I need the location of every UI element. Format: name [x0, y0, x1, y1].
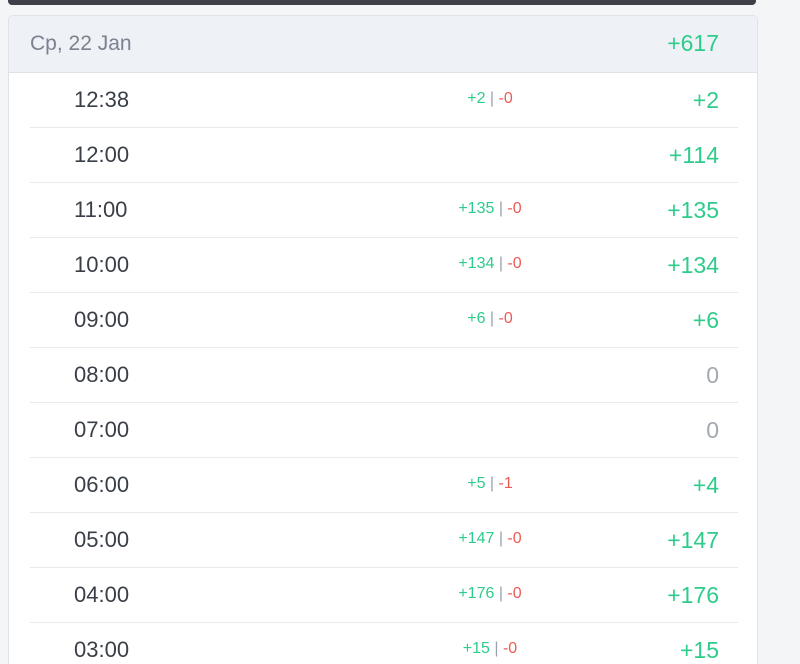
split-separator: | [494, 200, 508, 217]
hour-time: 12:38 [74, 87, 130, 112]
hour-row: 03:00 +15 | -0 +15 [30, 623, 738, 664]
hour-time: 09:00 [74, 307, 130, 332]
joined-count: +6 [467, 310, 486, 327]
hour-row: 07:00 0 [30, 403, 738, 458]
hour-net: +135 [667, 197, 719, 223]
hour-row: 09:00 +6 | -0 +6 [30, 293, 738, 348]
hour-row: 08:00 0 [30, 348, 738, 403]
hour-row: 10:00 +134 | -0 +134 [30, 238, 738, 293]
left-count: -0 [507, 200, 522, 217]
hour-time: 10:00 [74, 252, 130, 277]
hour-time: 04:00 [74, 582, 130, 607]
day-total: +617 [667, 30, 719, 56]
hour-row: 06:00 +5 | -1 +4 [30, 458, 738, 513]
hour-row: 11:00 +135 | -0 +135 [30, 183, 738, 238]
hour-split: +15 | -0 [410, 640, 570, 658]
hour-row: 12:00 +114 [30, 128, 738, 183]
left-count: -0 [507, 530, 522, 547]
split-separator: | [485, 90, 499, 107]
joined-count: +2 [467, 90, 486, 107]
split-separator: | [494, 585, 508, 602]
hour-row: 04:00 +176 | -0 +176 [30, 568, 738, 623]
hour-row: 05:00 +147 | -0 +147 [30, 513, 738, 568]
hour-net: +176 [667, 582, 719, 608]
hour-row: 12:38 +2 | -0 +2 [30, 73, 738, 128]
split-separator: | [489, 640, 503, 657]
split-separator: | [494, 530, 508, 547]
hour-split: +147 | -0 [410, 530, 570, 548]
hour-net: 0 [706, 417, 719, 443]
hour-net: +15 [679, 637, 719, 663]
joined-count: +134 [458, 255, 495, 272]
split-separator: | [485, 475, 499, 492]
hour-time: 08:00 [74, 362, 130, 387]
hour-list: 12:38 +2 | -0 +2 12:00 +114 11:00 +135 | -0 +13… [9, 73, 757, 664]
joined-count: +15 [462, 640, 490, 657]
hour-net: +134 [667, 252, 719, 278]
hour-split: +5 | -1 [410, 475, 570, 493]
hour-time: 11:00 [74, 197, 128, 222]
hour-net: +4 [692, 472, 719, 498]
left-count: -0 [498, 310, 513, 327]
hour-time: 06:00 [74, 472, 130, 497]
hour-net: +114 [668, 142, 719, 168]
stats-card: Ср, 22 Jan +617 12:38 +2 | -0 +2 12:00 +114 1… [8, 15, 758, 664]
hour-split: +6 | -0 [410, 310, 570, 328]
hour-time: 12:00 [74, 142, 130, 167]
left-count: -0 [502, 640, 518, 657]
left-count: -0 [498, 90, 513, 107]
left-count: -1 [498, 475, 513, 492]
hour-split: +176 | -0 [410, 585, 570, 603]
hour-net: 0 [706, 362, 719, 388]
joined-count: +147 [458, 530, 495, 547]
hour-split: +2 | -0 [410, 90, 570, 108]
day-header[interactable]: Ср, 22 Jan +617 [9, 16, 757, 73]
left-count: -0 [507, 585, 522, 602]
split-separator: | [485, 310, 499, 327]
hour-split: +134 | -0 [410, 255, 570, 273]
hour-net: +147 [667, 527, 719, 553]
hour-split: +135 | -0 [410, 200, 570, 218]
joined-count: +176 [458, 585, 495, 602]
joined-count: +5 [467, 475, 486, 492]
split-separator: | [494, 255, 508, 272]
hour-time: 05:00 [74, 527, 130, 552]
day-date: Ср, 22 Jan [30, 32, 132, 55]
top-bar [8, 0, 756, 5]
hour-time: 03:00 [74, 637, 130, 662]
hour-net: +6 [692, 307, 719, 333]
left-count: -0 [507, 255, 522, 272]
joined-count: +135 [458, 200, 495, 217]
hour-net: +2 [692, 87, 719, 113]
hour-time: 07:00 [74, 417, 130, 442]
